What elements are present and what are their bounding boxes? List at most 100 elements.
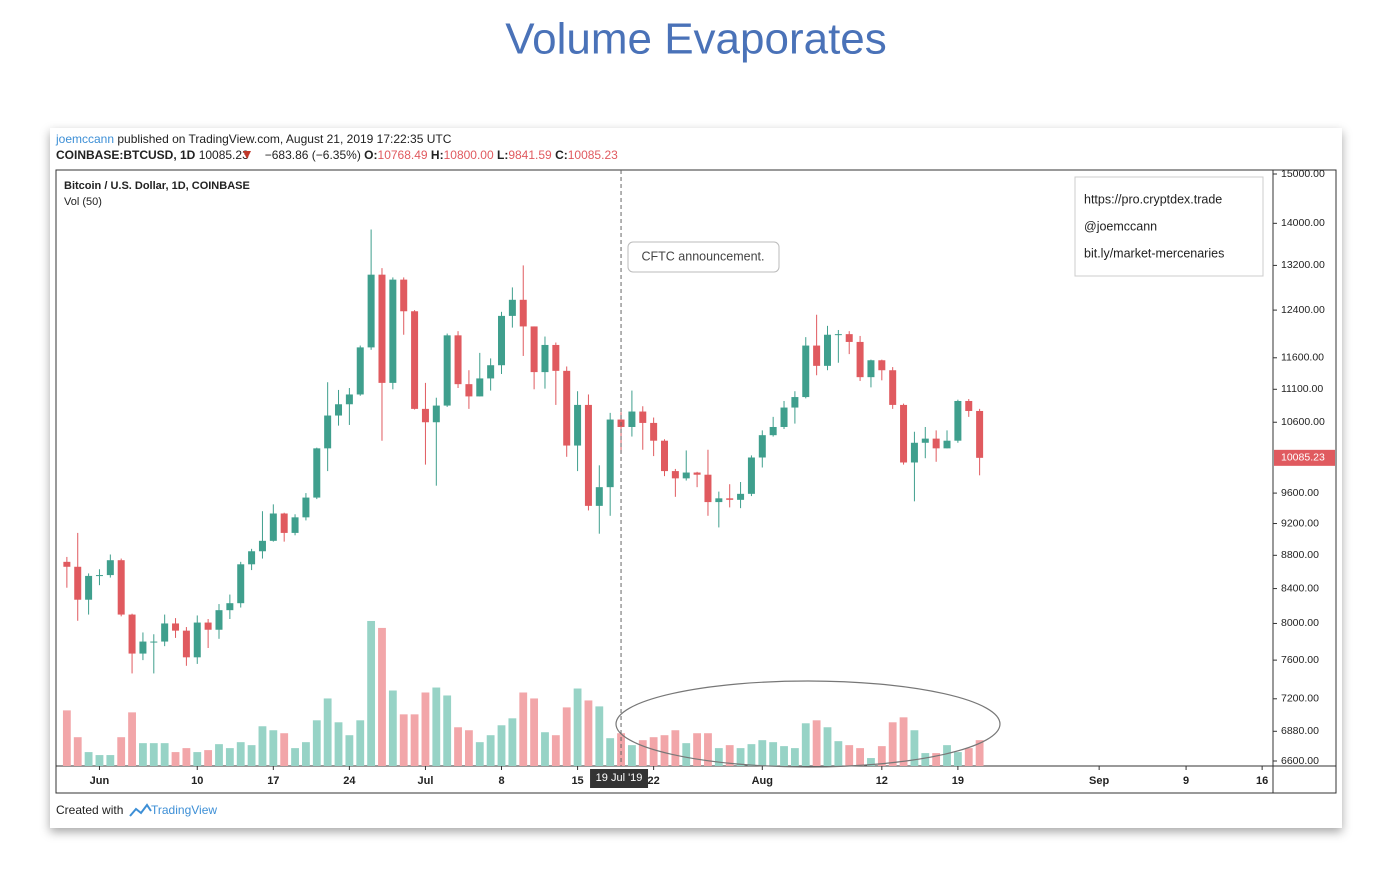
volume-bar <box>454 727 462 766</box>
y-tick-label: 10600.00 <box>1281 416 1325 428</box>
annotation: CFTC announcement. <box>642 249 765 263</box>
volume-bar <box>693 733 702 766</box>
candle-body <box>682 472 690 479</box>
volume-bar <box>899 717 908 766</box>
candle-body <box>400 279 408 312</box>
y-tick-label: 13200.00 <box>1281 259 1325 271</box>
candle-body <box>226 603 234 611</box>
candle-body <box>737 493 745 500</box>
candle-body <box>650 422 658 441</box>
volume-bar <box>736 748 745 766</box>
footer-brand[interactable]: TradingView <box>151 803 217 817</box>
candle-body <box>106 560 114 576</box>
volume-bar <box>106 755 115 766</box>
volume-bar <box>606 738 615 766</box>
volume-bar <box>921 753 930 766</box>
x-tick-label: Aug <box>752 775 773 787</box>
l: 9841.59 <box>508 148 552 162</box>
y-tick-label: 14000.00 <box>1281 217 1325 229</box>
candle-body <box>269 513 277 541</box>
candle-body <box>900 404 908 463</box>
volume-bar <box>877 746 886 766</box>
candle-body <box>530 326 538 373</box>
candle-body <box>95 575 103 577</box>
volume-bar <box>682 743 691 766</box>
volume-bar <box>595 706 604 766</box>
candle-body <box>715 498 723 503</box>
candle-body <box>639 411 647 423</box>
volume-bar <box>204 750 213 766</box>
down-arrow <box>243 151 251 159</box>
candle-body <box>487 365 495 379</box>
info-line: bit.ly/market-mercenaries <box>1084 246 1224 260</box>
y-tick-label: 15000.00 <box>1281 168 1325 180</box>
volume-bar <box>367 620 376 766</box>
candle-body <box>889 370 897 405</box>
candle-body <box>63 561 71 567</box>
candle-body <box>519 299 527 327</box>
volume-bar <box>323 698 332 766</box>
candle-body <box>845 334 853 342</box>
candle-body <box>693 472 701 475</box>
candle-body <box>367 274 375 348</box>
volume-bar <box>845 745 854 766</box>
c-label: C: <box>555 148 568 162</box>
volume-bar <box>215 744 223 766</box>
y-tick-label: 12400.00 <box>1281 304 1325 316</box>
volume-bar <box>117 737 126 766</box>
crosshair-label: 19 Jul '19 <box>596 772 643 784</box>
candle-body <box>443 335 451 406</box>
candle-body <box>128 614 136 654</box>
volume-bar <box>747 744 756 766</box>
volume-bar <box>769 742 778 766</box>
candle-body <box>335 404 343 416</box>
volume-bar <box>388 690 397 766</box>
volume-bar <box>801 723 810 766</box>
volume-bar <box>269 730 278 766</box>
candle-body <box>432 405 440 423</box>
chart-title: Bitcoin / U.S. Dollar, 1D, COINBASE <box>64 180 250 192</box>
candle-body <box>215 610 223 630</box>
x-tick-label: 17 <box>267 775 279 787</box>
x-tick-label: 10 <box>191 775 203 787</box>
volume-bar <box>258 726 267 766</box>
x-tick-label: 24 <box>343 775 356 787</box>
candle-body <box>302 497 310 518</box>
candle-body <box>324 415 332 449</box>
volume-bar <box>497 725 506 766</box>
volume-bar <box>291 748 299 766</box>
volume-bar <box>236 742 245 766</box>
plot <box>62 229 984 766</box>
volume-bar <box>280 733 289 766</box>
author[interactable]: joemccann <box>55 132 114 146</box>
candle-body <box>856 341 864 378</box>
volume-bar <box>182 748 191 766</box>
candle-body <box>878 360 886 371</box>
crosshair-box <box>590 769 649 788</box>
volume-bar <box>421 692 430 766</box>
candle-body <box>791 397 799 408</box>
candle-body <box>204 622 212 630</box>
volume-bar <box>508 718 517 766</box>
header-line-1: joemccann published on TradingView.com, … <box>55 132 452 146</box>
candle-body <box>595 487 603 506</box>
y-tick-label: 8000.00 <box>1281 617 1319 629</box>
volume-bar <box>964 748 973 766</box>
volume-bar <box>627 745 636 766</box>
o: 10768.49 <box>378 148 428 162</box>
volume-bar <box>399 714 408 766</box>
candle-body <box>280 513 288 533</box>
volume-label: Vol (50) <box>64 196 102 208</box>
y-tick-label: 9200.00 <box>1281 517 1319 529</box>
volume-bar <box>193 752 202 766</box>
y-tick-label: 6600.00 <box>1281 755 1319 767</box>
c: 10085.23 <box>568 148 618 162</box>
candle-body <box>813 345 821 366</box>
candle-body <box>606 419 614 488</box>
x-tick-label: 9 <box>1183 775 1189 787</box>
volume-bar <box>486 735 495 766</box>
volume-bar <box>128 712 136 766</box>
candle-body <box>465 384 473 397</box>
volume-bar <box>671 730 680 766</box>
candle-body <box>411 311 419 409</box>
